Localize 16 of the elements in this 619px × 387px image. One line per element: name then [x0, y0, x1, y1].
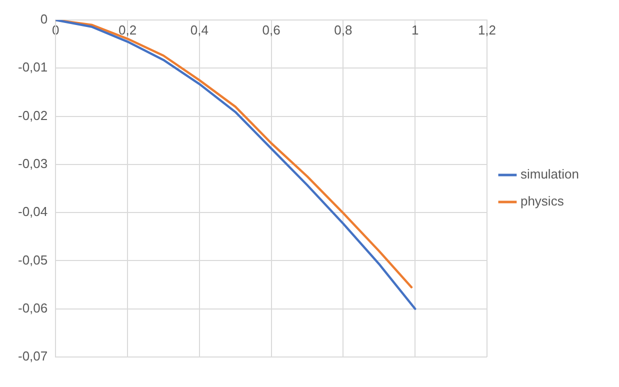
- x-tick-label: 0,8: [334, 22, 352, 38]
- y-tick-label: 0: [40, 12, 48, 27]
- y-tick-label: -0,01: [18, 60, 48, 75]
- x-tick-label: 0,2: [118, 22, 137, 38]
- y-tick-label: -0,06: [18, 300, 48, 316]
- x-tick-label: 0,4: [190, 22, 208, 38]
- y-tick-label: -0,07: [18, 348, 48, 364]
- legend-label: physics: [520, 194, 564, 209]
- x-tick-label: 1: [411, 22, 419, 38]
- x-tick-label: 1,2: [478, 22, 496, 38]
- y-tick-label: -0,03: [18, 156, 48, 172]
- y-tick-label: -0,02: [18, 108, 48, 123]
- y-tick-label: -0,05: [18, 252, 48, 268]
- x-tick-label: 0,6: [262, 22, 280, 38]
- y-tick-label: -0,04: [18, 204, 48, 220]
- legend-label: simulation: [520, 166, 580, 182]
